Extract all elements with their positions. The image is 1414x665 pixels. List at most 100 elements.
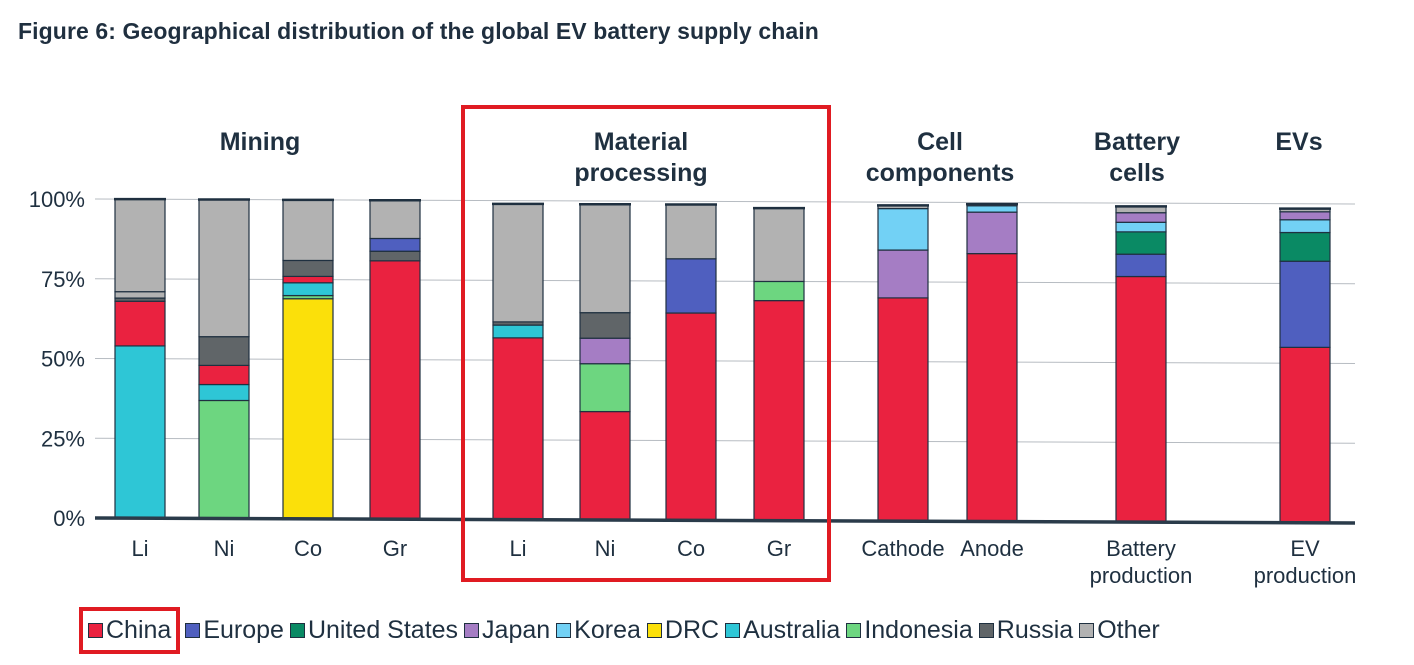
legend-label-drc: DRC	[664, 615, 720, 644]
bar-segment-cell-components-cathode-japan	[877, 249, 929, 299]
x-tick-label-anode: Anode	[960, 536, 1024, 561]
legend-swatch-china	[88, 622, 103, 638]
legend-swatch-australia	[725, 622, 741, 638]
legend: China Europe United States Japan Korea DRC Aus…	[78, 606, 1166, 654]
bar-segment-material-processing-co-europe	[665, 258, 717, 314]
legend-item-drc: DRC	[646, 615, 720, 645]
bar-segment-mining-gr-other	[369, 199, 421, 240]
legend-swatch-korea	[556, 622, 572, 638]
bar-segment-material-processing-gr-other	[753, 207, 805, 283]
legend-swatch-indonesia	[846, 622, 862, 638]
bar-segment-cell-components-anode-japan	[966, 211, 1018, 255]
bar-segment-mining-gr-china	[369, 260, 421, 520]
stage-label-material-processing: Material	[594, 128, 688, 156]
bar-segment-material-processing-co-china	[665, 312, 717, 521]
stage-label-battery-cells: cells	[1109, 159, 1165, 187]
bar-segment-mining-gr-russia	[369, 250, 421, 262]
legend-item-russia: Russia	[978, 615, 1074, 645]
stage-label-material-processing: processing	[574, 159, 707, 187]
bar-segment-mining-li-china	[114, 300, 166, 347]
bar-segment-battery-cells-battery-production-china	[1115, 275, 1167, 523]
stage-label-cell-components: Cell	[917, 128, 963, 156]
bar-segment-battery-cells-battery-production-korea	[1115, 221, 1167, 233]
bar-segment-mining-ni-indonesia	[198, 399, 250, 520]
legend-label-united-states: United States	[307, 615, 459, 644]
x-tick-label-battery-production: Battery	[1106, 536, 1176, 561]
bar-segment-mining-co-china	[282, 275, 334, 284]
bar-segment-mining-li-australia	[114, 345, 166, 519]
legend-swatch-europe	[185, 622, 201, 638]
bar-segment-cell-components-cathode-china	[877, 297, 929, 522]
bar-segment-mining-ni-australia	[198, 383, 250, 402]
y-tick-label: 25%	[41, 426, 85, 451]
x-tick-label-li: Li	[131, 536, 148, 561]
stage-label-cell-components: components	[866, 159, 1015, 187]
legend-label-australia: Australia	[743, 615, 841, 644]
bar-segment-material-processing-gr-indonesia	[753, 280, 805, 302]
bar-segment-material-processing-li-australia	[492, 324, 544, 339]
bar-segment-material-processing-ni-japan	[579, 337, 631, 365]
bar-segment-battery-cells-battery-production-europe	[1115, 253, 1167, 278]
legend-item-other: Other	[1079, 616, 1160, 645]
bar-segment-mining-li-other	[114, 198, 166, 293]
bar-segment-cell-components-anode-korea	[966, 205, 1018, 213]
legend-item-australia: Australia	[725, 616, 840, 645]
bar-segment-material-processing-ni-other	[579, 203, 631, 314]
bar-segment-mining-ni-china	[198, 364, 250, 386]
x-tick-label-gr: Gr	[383, 536, 407, 561]
legend-swatch-russia	[978, 622, 994, 638]
bar-segment-evs-ev-production-united-states	[1279, 231, 1331, 262]
legend-item-china: China	[78, 606, 181, 654]
bar-segment-mining-ni-russia	[198, 336, 250, 366]
legend-label-other: Other	[1097, 615, 1160, 644]
figure-title: Figure 6: Geographical distribution of t…	[18, 18, 819, 44]
bar-segment-material-processing-ni-china	[579, 410, 631, 521]
stage-label-mining: Mining	[220, 128, 301, 156]
bar-segment-battery-cells-battery-production-japan	[1115, 212, 1167, 223]
legend-label-china: China	[106, 615, 172, 644]
stacked-bar-chart: 0% 25% 50% 75% 100% Li Ni Co Gr Mining Li Ni Co Gr Mat…	[29, 105, 1357, 588]
x-tick-label-co: Co	[677, 536, 705, 561]
x-tick-label-ni: Ni	[595, 536, 616, 561]
bar-segment-evs-ev-production-japan	[1279, 211, 1331, 221]
legend-item-united-states: United States	[289, 615, 459, 645]
bar-segment-mining-co-russia	[282, 259, 334, 278]
legend-swatch-other	[1079, 622, 1095, 638]
x-tick-label-cathode: Cathode	[861, 536, 944, 561]
bar-segment-mining-li-other	[114, 291, 166, 299]
x-tick-label-ev-production: EV	[1290, 536, 1320, 561]
legend-label-europe: Europe	[203, 615, 284, 644]
bar-segment-evs-ev-production-europe	[1279, 260, 1331, 348]
legend-item-japan: Japan	[464, 616, 550, 645]
bar-segment-material-processing-li-china	[492, 337, 544, 521]
legend-swatch-drc	[646, 622, 662, 638]
bar-segment-material-processing-gr-china	[753, 300, 805, 522]
bar-segment-mining-co-other	[282, 199, 334, 262]
legend-swatch-japan	[464, 622, 480, 638]
bar-segment-cell-components-cathode-korea	[877, 207, 929, 251]
bar-segment-material-processing-ni-russia	[579, 312, 631, 339]
legend-label-indonesia: Indonesia	[864, 615, 973, 644]
bar-segment-mining-co-australia	[282, 282, 334, 297]
legend-item-korea: Korea	[556, 616, 641, 645]
x-tick-label-gr: Gr	[767, 536, 791, 561]
bar-segment-evs-ev-production-china	[1279, 346, 1331, 524]
bar-segment-mining-ni-other	[198, 198, 250, 338]
x-tick-label-ni: Ni	[214, 536, 235, 561]
x-tick-label-co: Co	[294, 536, 322, 561]
bar-segment-mining-co-drc	[282, 298, 334, 520]
x-tick-label-battery-production: production	[1090, 563, 1193, 588]
y-tick-label: 100%	[29, 187, 85, 212]
legend-label-japan: Japan	[482, 615, 551, 644]
stage-label-evs: EVs	[1275, 128, 1322, 156]
stage-label-battery-cells: Battery	[1094, 128, 1180, 156]
legend-label-russia: Russia	[996, 615, 1074, 644]
legend-item-europe: Europe	[185, 616, 284, 645]
x-tick-label-ev-production: production	[1254, 563, 1357, 588]
legend-item-indonesia: Indonesia	[846, 615, 973, 645]
legend-swatch-united-states	[289, 622, 305, 638]
x-tick-label-li: Li	[509, 536, 526, 561]
bar-segment-material-processing-li-other	[492, 203, 544, 323]
legend-label-korea: Korea	[574, 615, 641, 644]
x-axis-baseline	[94, 516, 1356, 525]
